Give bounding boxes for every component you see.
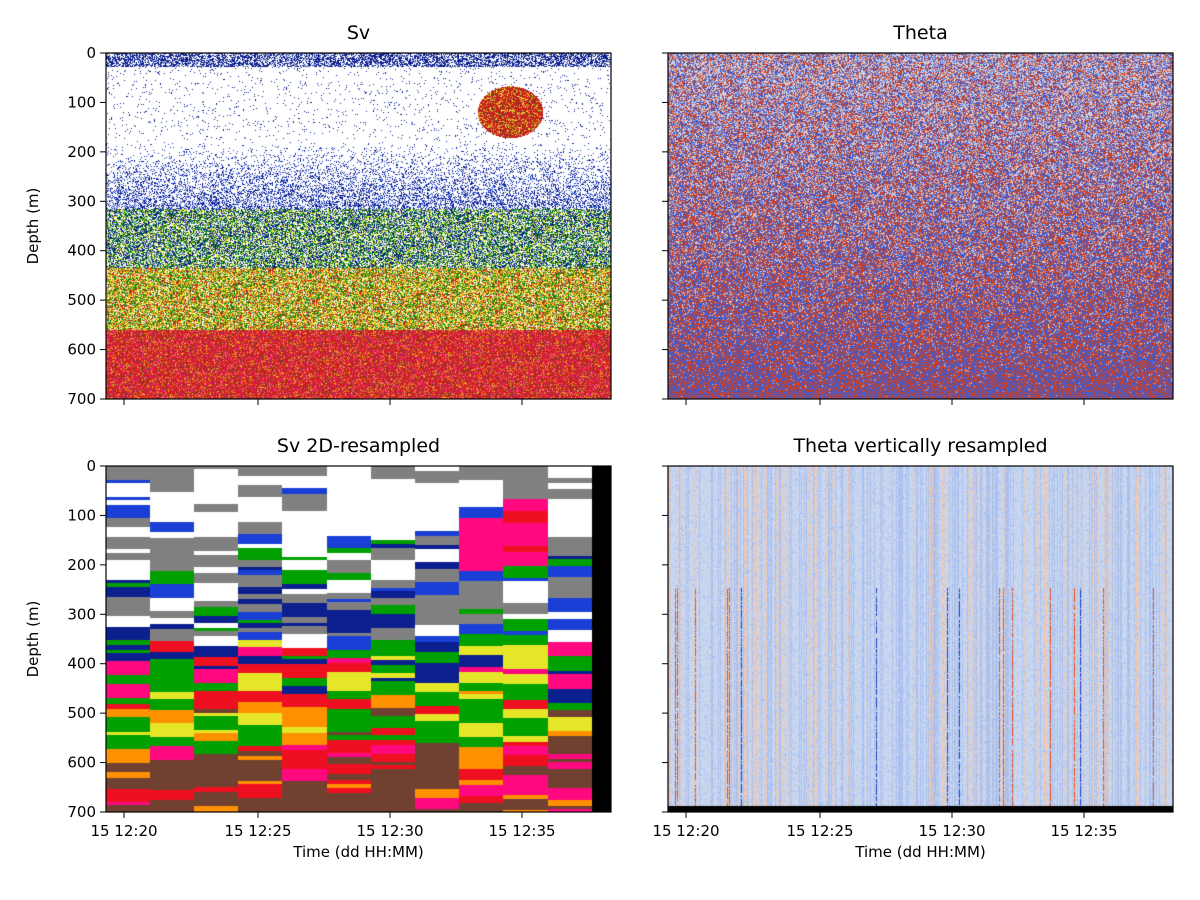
y-tick-label: 700 xyxy=(67,390,96,408)
y-tick-label: 200 xyxy=(67,556,96,574)
y-tick-label: 500 xyxy=(67,704,96,722)
sv-panel: Sv 0 100 200 300 400 500 600 700 Depth (m) xyxy=(24,22,612,408)
x-tick-label: 15 12:30 xyxy=(918,822,985,840)
x-tick-label: 15 12:35 xyxy=(488,822,555,840)
y-tick-label: 400 xyxy=(67,655,96,673)
y-tick-label: 500 xyxy=(67,291,96,309)
y-tick-label: 300 xyxy=(67,192,96,210)
x-tick-label: 15 12:20 xyxy=(90,822,157,840)
axes-frame xyxy=(105,52,612,400)
x-tick-label: 15 12:25 xyxy=(224,822,291,840)
x-tick-label: 15 12:25 xyxy=(786,822,853,840)
x-tick-label: 15 12:20 xyxy=(652,822,719,840)
chart-title: Theta xyxy=(892,22,947,44)
y-tick-label: 400 xyxy=(67,242,96,260)
y-tick-label: 0 xyxy=(86,44,96,62)
y-tick-label: 600 xyxy=(67,754,96,772)
sv-resampled-panel: Sv 2D-resampled010020030040050060070015 … xyxy=(24,435,612,861)
y-tick-label: 700 xyxy=(67,803,96,821)
axes-frame xyxy=(105,465,612,813)
y-tick-label: 100 xyxy=(67,506,96,524)
x-tick-label: 15 12:30 xyxy=(356,822,423,840)
axes-frame xyxy=(667,52,1174,400)
theta-panel: Theta xyxy=(662,22,1174,405)
chart-title: Sv 2D-resampled xyxy=(277,435,440,457)
theta-heatmap xyxy=(668,53,1173,399)
theta-resampled-panel: Theta vertically resampled 15 12:20 15 12:… xyxy=(652,435,1174,861)
x-axis-label: Time (dd HH:MM) xyxy=(854,843,986,861)
x-tick-label: 15 12:35 xyxy=(1050,822,1117,840)
sv-resampled-heatmap xyxy=(106,466,611,812)
y-tick-label: 0 xyxy=(86,457,96,475)
axes-frame xyxy=(667,465,1174,813)
y-axis-label: Depth (m) xyxy=(24,188,42,265)
chart-title: Sv xyxy=(347,22,370,44)
chart-title: Theta vertically resampled xyxy=(792,435,1047,457)
y-tick-label: 300 xyxy=(67,605,96,623)
y-tick-label: 600 xyxy=(67,341,96,359)
theta-resampled-heatmap xyxy=(668,466,1173,812)
y-tick-label: 100 xyxy=(67,93,96,111)
sv-heatmap xyxy=(106,53,611,399)
x-axis-label: Time (dd HH:MM) xyxy=(292,843,424,861)
y-axis-label: Depth (m) xyxy=(24,601,42,678)
y-tick-label: 200 xyxy=(67,143,96,161)
